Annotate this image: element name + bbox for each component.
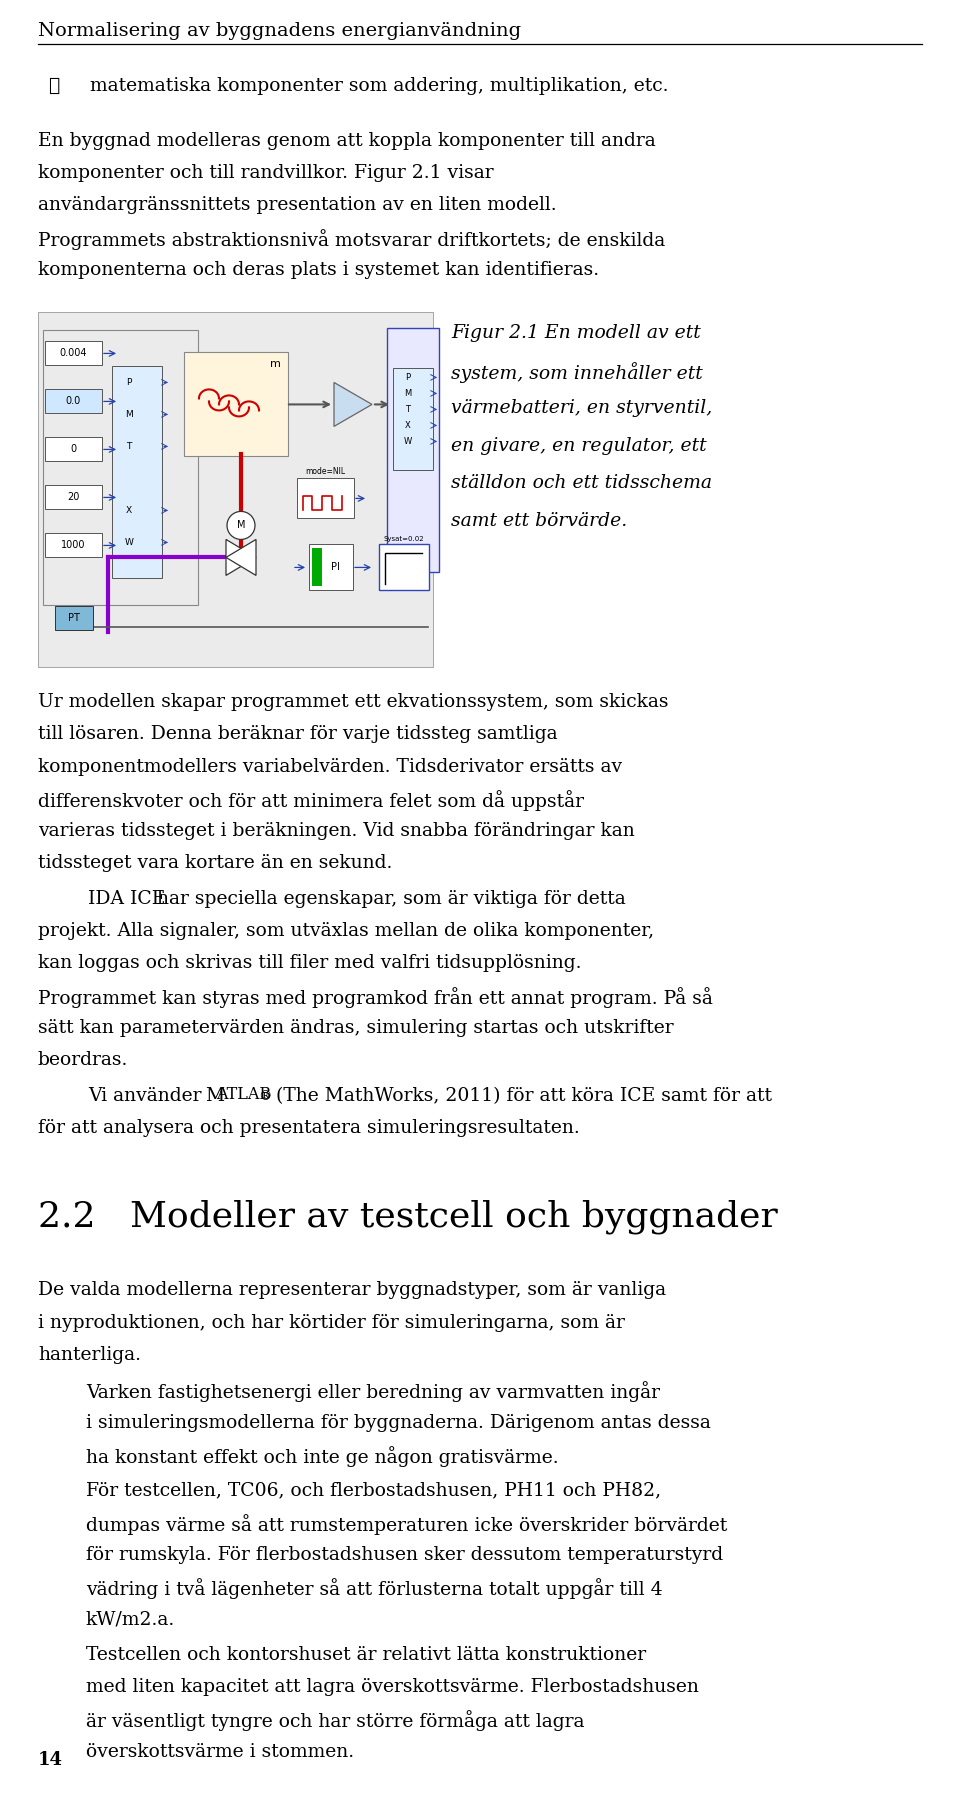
FancyBboxPatch shape bbox=[55, 606, 93, 631]
Text: W: W bbox=[404, 437, 412, 446]
Text: Testcellen och kontorshuset är relativt lätta konstruktioner: Testcellen och kontorshuset är relativt … bbox=[86, 1646, 646, 1664]
Text: ha konstant effekt och inte ge någon gratisvärme.: ha konstant effekt och inte ge någon gra… bbox=[86, 1447, 559, 1466]
Text: De valda modellerna representerar byggnadstyper, som är vanliga: De valda modellerna representerar byggna… bbox=[38, 1281, 666, 1299]
Text: komponenterna och deras plats i systemet kan identifieras.: komponenterna och deras plats i systemet… bbox=[38, 261, 599, 279]
FancyBboxPatch shape bbox=[45, 485, 102, 509]
Text: En byggnad modelleras genom att koppla komponenter till andra: En byggnad modelleras genom att koppla k… bbox=[38, 131, 656, 149]
Text: (The MathWorks, 2011) för att köra ICE samt för att: (The MathWorks, 2011) för att köra ICE s… bbox=[270, 1087, 772, 1105]
Text: M: M bbox=[404, 388, 412, 397]
Text: Programmets abstraktionsnivå motsvarar driftkortets; de enskilda: Programmets abstraktionsnivå motsvarar d… bbox=[38, 228, 665, 250]
Text: 0.0: 0.0 bbox=[66, 397, 82, 406]
Text: för rumskyla. För flerbostadshusen sker dessutom temperaturstyrd: för rumskyla. För flerbostadshusen sker … bbox=[86, 1545, 723, 1563]
Text: IDA ICE: IDA ICE bbox=[88, 890, 165, 907]
FancyBboxPatch shape bbox=[45, 437, 102, 462]
Text: m: m bbox=[270, 359, 281, 370]
Text: P: P bbox=[127, 377, 132, 386]
Text: komponentmodellers variabelvärden. Tidsderivator ersätts av: komponentmodellers variabelvärden. Tidsd… bbox=[38, 758, 622, 776]
FancyBboxPatch shape bbox=[45, 341, 102, 365]
Text: i simuleringsmodellerna för byggnaderna. Därigenom antas dessa: i simuleringsmodellerna för byggnaderna.… bbox=[86, 1414, 710, 1432]
Text: 2.2   Modeller av testcell och byggnader: 2.2 Modeller av testcell och byggnader bbox=[38, 1200, 778, 1235]
Text: dumpas värme så att rumstemperaturen icke överskrider börvärdet: dumpas värme så att rumstemperaturen ick… bbox=[86, 1513, 728, 1535]
Text: system, som innehåller ett: system, som innehåller ett bbox=[451, 361, 703, 383]
Text: kW/m2.a.: kW/m2.a. bbox=[86, 1610, 176, 1628]
Text: Figur 2.1 En modell av ett: Figur 2.1 En modell av ett bbox=[451, 325, 701, 343]
Text: varieras tidssteget i beräkningen. Vid snabba förändringar kan: varieras tidssteget i beräkningen. Vid s… bbox=[38, 823, 635, 841]
Text: differenskvoter och för att minimera felet som då uppstår: differenskvoter och för att minimera fel… bbox=[38, 791, 584, 810]
Text: För testcellen, TC06, och flerbostadshusen, PH11 och PH82,: För testcellen, TC06, och flerbostadshus… bbox=[86, 1481, 661, 1499]
FancyBboxPatch shape bbox=[387, 329, 439, 573]
Text: för att analysera och presentatera simuleringsresultaten.: för att analysera och presentatera simul… bbox=[38, 1120, 580, 1138]
Text: Sysat=0.02: Sysat=0.02 bbox=[384, 537, 424, 543]
FancyBboxPatch shape bbox=[45, 390, 102, 413]
FancyBboxPatch shape bbox=[45, 534, 102, 557]
Circle shape bbox=[227, 512, 255, 539]
FancyBboxPatch shape bbox=[312, 548, 322, 586]
FancyBboxPatch shape bbox=[112, 367, 162, 579]
Text: Vi använder: Vi använder bbox=[88, 1087, 207, 1105]
Text: vädring i två lägenheter så att förlusterna totalt uppgår till 4: vädring i två lägenheter så att förluste… bbox=[86, 1578, 662, 1599]
Polygon shape bbox=[226, 539, 256, 575]
Text: T: T bbox=[127, 442, 132, 451]
Text: M: M bbox=[205, 1087, 224, 1105]
Text: Varken fastighetsenergi eller beredning av varmvatten ingår: Varken fastighetsenergi eller beredning … bbox=[86, 1382, 660, 1402]
Text: tidssteget vara kortare än en sekund.: tidssteget vara kortare än en sekund. bbox=[38, 855, 393, 873]
Text: ✓: ✓ bbox=[48, 77, 60, 95]
Text: T: T bbox=[405, 404, 411, 413]
Text: överskottsvärme i stommen.: överskottsvärme i stommen. bbox=[86, 1743, 354, 1761]
Text: M: M bbox=[237, 521, 245, 530]
FancyBboxPatch shape bbox=[184, 352, 288, 456]
Text: PI: PI bbox=[330, 562, 340, 573]
Text: med liten kapacitet att lagra överskottsvärme. Flerbostadshusen: med liten kapacitet att lagra överskotts… bbox=[86, 1678, 699, 1696]
Text: en givare, en regulator, ett: en givare, en regulator, ett bbox=[451, 437, 707, 455]
Text: samt ett börvärde.: samt ett börvärde. bbox=[451, 512, 627, 530]
Text: 20: 20 bbox=[67, 492, 80, 503]
Text: 0: 0 bbox=[70, 444, 77, 455]
Text: X: X bbox=[126, 507, 132, 516]
Text: sätt kan parametervärden ändras, simulering startas och utskrifter: sätt kan parametervärden ändras, simuler… bbox=[38, 1019, 674, 1037]
FancyBboxPatch shape bbox=[297, 478, 354, 518]
Text: PT: PT bbox=[68, 613, 80, 624]
Text: är väsentligt tyngre och har större förmåga att lagra: är väsentligt tyngre och har större förm… bbox=[86, 1711, 585, 1731]
Text: Ur modellen skapar programmet ett ekvationssystem, som skickas: Ur modellen skapar programmet ett ekvati… bbox=[38, 694, 668, 712]
Text: M: M bbox=[125, 410, 132, 419]
Text: användargränssnittets presentation av en liten modell.: användargränssnittets presentation av en… bbox=[38, 196, 557, 214]
Polygon shape bbox=[334, 383, 372, 426]
Text: 1000: 1000 bbox=[61, 541, 85, 550]
Text: värmebatteri, en styrventil,: värmebatteri, en styrventil, bbox=[451, 399, 712, 417]
Text: kan loggas och skrivas till filer med valfri tidsupplösning.: kan loggas och skrivas till filer med va… bbox=[38, 954, 582, 972]
Text: beordras.: beordras. bbox=[38, 1051, 129, 1069]
Text: W: W bbox=[125, 537, 133, 546]
FancyBboxPatch shape bbox=[379, 544, 429, 591]
Text: i nyproduktionen, och har körtider för simuleringarna, som är: i nyproduktionen, och har körtider för s… bbox=[38, 1314, 625, 1332]
Text: komponenter och till randvillkor. Figur 2.1 visar: komponenter och till randvillkor. Figur … bbox=[38, 164, 493, 181]
Text: hanterliga.: hanterliga. bbox=[38, 1346, 141, 1364]
Text: X: X bbox=[405, 420, 411, 429]
Text: 14: 14 bbox=[38, 1750, 63, 1768]
Polygon shape bbox=[226, 539, 256, 575]
Text: 0.004: 0.004 bbox=[60, 349, 87, 358]
Text: ställdon och ett tidsschema: ställdon och ett tidsschema bbox=[451, 474, 712, 492]
Text: ATLAB: ATLAB bbox=[216, 1085, 272, 1103]
Text: P: P bbox=[405, 374, 411, 383]
Text: mode=NIL: mode=NIL bbox=[305, 467, 346, 476]
Text: Normalisering av byggnadens energianvändning: Normalisering av byggnadens energianvänd… bbox=[38, 22, 521, 40]
FancyBboxPatch shape bbox=[309, 544, 353, 591]
Text: Programmet kan styras med programkod från ett annat program. På så: Programmet kan styras med programkod frå… bbox=[38, 987, 713, 1008]
FancyBboxPatch shape bbox=[38, 313, 433, 667]
Text: ®: ® bbox=[258, 1089, 271, 1103]
Text: har speciella egenskapar, som är viktiga för detta: har speciella egenskapar, som är viktiga… bbox=[151, 890, 626, 907]
FancyBboxPatch shape bbox=[393, 368, 433, 471]
Text: matematiska komponenter som addering, multiplikation, etc.: matematiska komponenter som addering, mu… bbox=[90, 77, 668, 95]
Text: projekt. Alla signaler, som utväxlas mellan de olika komponenter,: projekt. Alla signaler, som utväxlas mel… bbox=[38, 922, 654, 940]
Text: till lösaren. Denna beräknar för varje tidssteg samtliga: till lösaren. Denna beräknar för varje t… bbox=[38, 726, 558, 744]
